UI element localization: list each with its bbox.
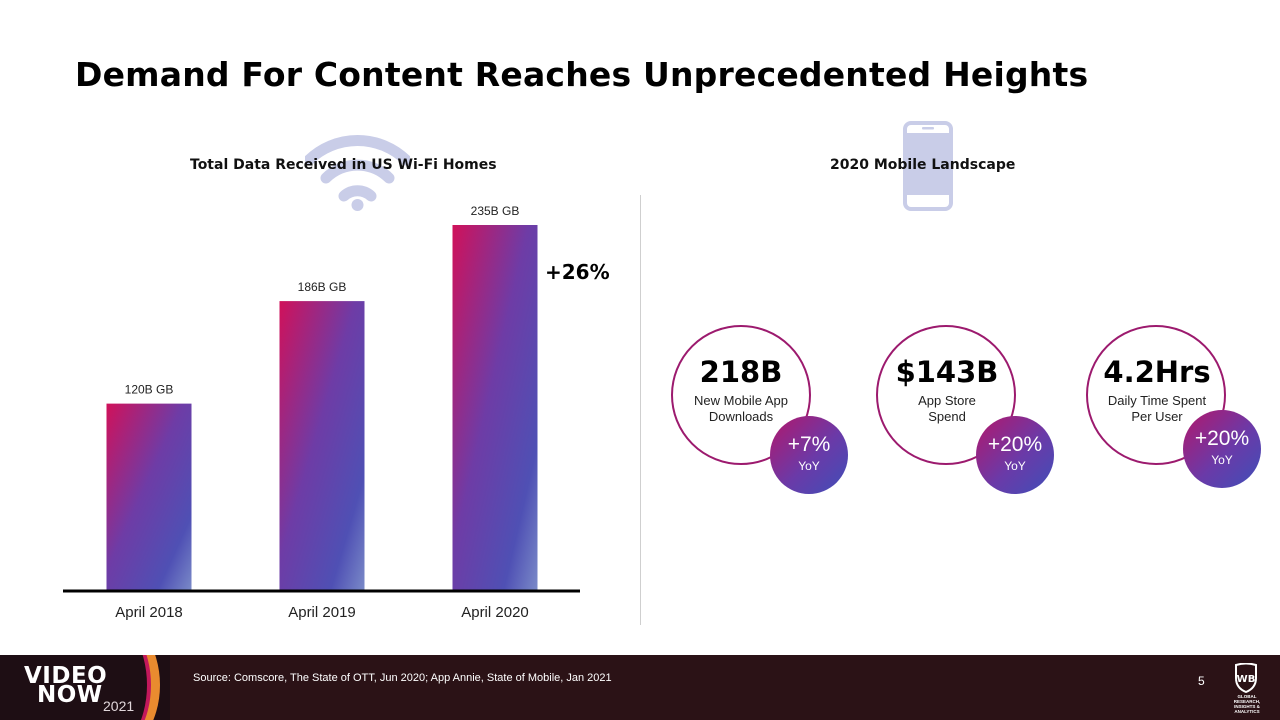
page-title: Demand For Content Reaches Unprecedented…	[75, 55, 1089, 94]
bar-chart: 120B GB April 2018 186B GB April 2019 235B G…	[63, 204, 610, 621]
logo-line2: NOW	[37, 682, 103, 708]
stat-label-line1: App Store	[918, 393, 976, 408]
brand-caption: GLOBAL RESEARCH, INSIGHTS & ANALYTICS	[1226, 694, 1268, 714]
data-label: 235B GB	[471, 204, 520, 218]
page-number: 5	[1198, 674, 1205, 688]
growth-unit: YoY	[1211, 453, 1233, 467]
footer-bar: VIDEO NOW 2021	[0, 655, 1280, 720]
stat-label-downloads: New Mobile App Downloads	[661, 393, 821, 425]
chart-title: Total Data Received in US Wi-Fi Homes	[190, 157, 497, 173]
growth-unit: YoY	[1004, 459, 1026, 473]
x-tick-label: April 2020	[461, 604, 529, 621]
logo-year: 2021	[103, 698, 135, 714]
logo-line1: VIDEO	[24, 663, 108, 689]
stat-value-spend: $143B	[895, 355, 999, 389]
wifi-icon	[305, 134, 410, 211]
stat-value-time: 4.2Hrs	[1103, 355, 1211, 389]
section-divider	[640, 195, 641, 625]
growth-badge-downloads: +7% YoY	[770, 416, 848, 494]
mobile-section-title: 2020 Mobile Landscape	[830, 157, 1016, 173]
stat-label-line1: New Mobile App	[694, 393, 788, 408]
video-now-logo: VIDEO NOW 2021	[0, 655, 170, 720]
stat-label-line2: Spend	[928, 409, 966, 424]
mobile-phone-icon	[903, 121, 953, 211]
svg-text:WB: WB	[1237, 674, 1256, 685]
stat-label-line1: Daily Time Spent	[1107, 393, 1207, 408]
growth-badge-spend: +20% YoY	[976, 416, 1054, 494]
growth-unit: YoY	[798, 459, 820, 473]
wb-shield-icon: WB	[1235, 663, 1257, 693]
bar-april-2020	[452, 225, 538, 590]
growth-badge-time: +20% YoY	[1183, 410, 1261, 488]
bar-april-2019	[279, 301, 365, 590]
source-citation: Source: Comscore, The State of OTT, Jun …	[193, 672, 612, 684]
x-tick-label: April 2019	[288, 604, 356, 621]
logo-arc	[60, 655, 160, 720]
brand-caption-line1: GLOBAL RESEARCH,	[1233, 694, 1261, 704]
stat-label-time: Daily Time Spent Per User	[1077, 393, 1237, 425]
stat-value-downloads: 218B	[699, 355, 783, 389]
stat-label-line2: Downloads	[708, 409, 774, 424]
data-label: 186B GB	[298, 280, 347, 294]
x-tick-label: April 2018	[115, 604, 183, 621]
growth-percent: +20%	[1194, 427, 1250, 450]
stat-label-spend: App Store Spend	[867, 393, 1027, 425]
growth-percent: +20%	[987, 433, 1043, 456]
growth-annotation: +26%	[545, 260, 610, 284]
brand-caption-line2: INSIGHTS & ANALYTICS	[1234, 704, 1260, 714]
stat-label-line2: Per User	[1131, 409, 1183, 424]
growth-percent: +7%	[787, 433, 831, 456]
bar-april-2018	[106, 403, 192, 590]
data-label: 120B GB	[125, 383, 174, 397]
